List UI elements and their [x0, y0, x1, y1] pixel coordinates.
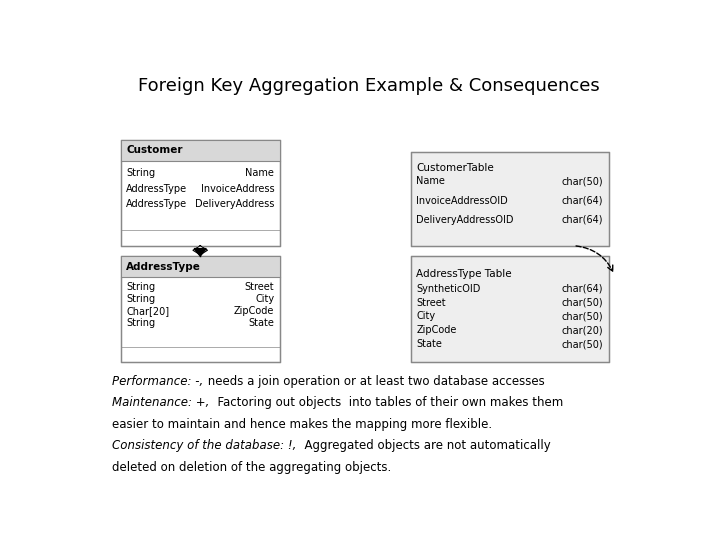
Text: State: State	[416, 339, 442, 349]
Text: String: String	[126, 318, 156, 328]
Text: DeliveryAddressOID: DeliveryAddressOID	[416, 215, 514, 225]
Text: InvoiceAddress: InvoiceAddress	[200, 184, 274, 194]
Text: char(50): char(50)	[562, 177, 603, 186]
Text: AddressType Table: AddressType Table	[416, 269, 512, 279]
Text: Performance: -,: Performance: -,	[112, 375, 204, 388]
Text: AddressType: AddressType	[126, 262, 201, 272]
Text: Name: Name	[246, 168, 274, 178]
Bar	[411, 152, 609, 246]
Text: char(64): char(64)	[562, 195, 603, 206]
Text: Name: Name	[416, 177, 445, 186]
Text: AddressType: AddressType	[126, 199, 187, 210]
Polygon shape	[193, 246, 207, 255]
Text: deleted on deletion of the aggregating objects.: deleted on deletion of the aggregating o…	[112, 461, 392, 474]
Text: City: City	[255, 294, 274, 304]
Text: char(50): char(50)	[562, 298, 603, 307]
Text: Foreign Key Aggregation Example & Consequences: Foreign Key Aggregation Example & Conseq…	[138, 77, 600, 95]
Text: DeliveryAddress: DeliveryAddress	[195, 199, 274, 210]
Text: SyntheticOID: SyntheticOID	[416, 284, 481, 294]
Text: char(50): char(50)	[562, 312, 603, 321]
Text: easier to maintain and hence makes the mapping more flexible.: easier to maintain and hence makes the m…	[112, 418, 492, 431]
Text: ZipCode: ZipCode	[416, 325, 456, 335]
Polygon shape	[194, 248, 206, 256]
Text: Street: Street	[245, 282, 274, 292]
Text: ZipCode: ZipCode	[234, 306, 274, 316]
Text: String: String	[126, 168, 156, 178]
Text: Street: Street	[416, 298, 446, 307]
Text: Maintenance: +,: Maintenance: +,	[112, 396, 210, 409]
Text: Aggregated objects are not automatically: Aggregated objects are not automatically	[297, 440, 551, 453]
Text: char(64): char(64)	[562, 284, 603, 294]
Text: InvoiceAddressOID: InvoiceAddressOID	[416, 195, 508, 206]
Text: char(50): char(50)	[562, 339, 603, 349]
Text: needs a join operation or at least two database accesses: needs a join operation or at least two d…	[204, 375, 544, 388]
Bar	[121, 256, 279, 277]
Text: String: String	[126, 282, 156, 292]
Text: Customer: Customer	[126, 145, 183, 155]
Bar	[411, 256, 609, 362]
Text: Consistency of the database: !,: Consistency of the database: !,	[112, 440, 297, 453]
Text: char(64): char(64)	[562, 215, 603, 225]
Bar	[121, 140, 279, 161]
Text: Factoring out objects  into tables of their own makes them: Factoring out objects into tables of the…	[210, 396, 563, 409]
Bar	[121, 256, 279, 362]
Text: CustomerTable: CustomerTable	[416, 163, 494, 173]
Text: AddressType: AddressType	[126, 184, 187, 194]
Text: Char[20]: Char[20]	[126, 306, 169, 316]
Text: char(20): char(20)	[562, 325, 603, 335]
Bar	[121, 140, 279, 246]
Text: City: City	[416, 312, 436, 321]
Text: String: String	[126, 294, 156, 304]
Text: State: State	[248, 318, 274, 328]
